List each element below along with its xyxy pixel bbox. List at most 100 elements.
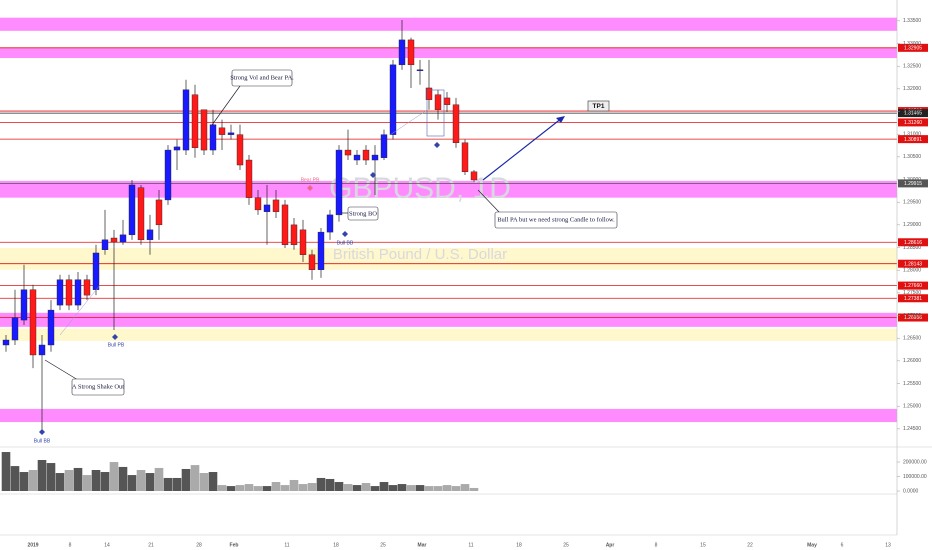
volume-bar (361, 483, 371, 491)
volume-bar (262, 486, 272, 491)
candle-body (191, 94, 199, 148)
candle-body (281, 204, 289, 246)
volume-bar (145, 473, 155, 491)
x-tick-label: 25 (380, 542, 386, 548)
y-tick-label: 1.32500 (903, 64, 921, 70)
volume-bar (379, 482, 389, 491)
x-tick-label: 11 (468, 542, 473, 548)
level-tag (898, 118, 928, 127)
y-tick-label: 1.27000 (903, 313, 921, 319)
trend-line (59, 284, 101, 336)
callout-line (211, 85, 241, 126)
v-tick-label: 100000.00 (903, 474, 927, 480)
callout-box (347, 206, 379, 221)
candle-body (452, 104, 460, 144)
level-tag (898, 238, 928, 247)
volume-bar (10, 466, 20, 491)
volume-bar (199, 473, 209, 491)
signal-marker (39, 429, 45, 435)
x-tick-label: 25 (563, 542, 569, 548)
volume-bar (388, 485, 398, 491)
candle-body (308, 254, 316, 270)
level-tag (898, 313, 928, 322)
volume-bar (280, 485, 290, 491)
volume-bar (415, 485, 425, 491)
level-label: 1.27660 (904, 283, 922, 289)
axes: 1.329051.315101.314651.312601.308911.299… (27, 18, 928, 548)
signals: Bull PB Bull BB Bear PB Bull BB (34, 142, 440, 444)
candle-body (416, 69, 424, 72)
volume-bar (460, 484, 470, 491)
volume-bar (406, 485, 416, 491)
volume-bar (307, 483, 317, 491)
soft-zone (0, 328, 897, 341)
level-tag (898, 43, 928, 52)
x-tick-label: 28 (196, 542, 202, 548)
soft-zone (0, 247, 897, 270)
watermark-sub: British Pound / U.S. Dollar (333, 246, 507, 263)
y-tick-label: 1.29500 (903, 200, 921, 206)
level-tag (898, 109, 928, 118)
y-tick-label: 1.26500 (903, 336, 921, 342)
candle-body (209, 124, 217, 151)
y-tick-label: 1.30000 (903, 177, 921, 183)
volume-bar (163, 477, 173, 491)
volume-bar (19, 472, 29, 491)
volume-bar (334, 482, 344, 491)
x-tick-label: 11 (284, 542, 289, 548)
candle-body (335, 149, 343, 216)
volume-bar (154, 467, 164, 491)
callout-box (231, 69, 293, 87)
signal-marker (370, 172, 376, 178)
candle-body (29, 289, 37, 356)
y-tick-label: 1.28000 (903, 268, 921, 274)
y-tick-label: 1.29000 (903, 222, 921, 228)
volume-bar (316, 477, 326, 491)
price-axis-bg (897, 0, 932, 550)
callout-box (494, 211, 618, 229)
x-tick-label: 22 (747, 542, 753, 548)
callout-text: Strong Vol and Bear PA. (230, 74, 294, 81)
candle-body (272, 199, 280, 212)
tp-text: TP1 (593, 103, 605, 110)
candle-body (236, 134, 244, 166)
volume-bar (244, 484, 254, 491)
candle-body (353, 154, 361, 161)
candle-body (137, 187, 145, 241)
level-label: 1.29915 (904, 181, 922, 187)
level-tag (898, 294, 928, 303)
x-tick-label: Feb (230, 542, 239, 548)
volume-bar (172, 477, 182, 491)
x-tick-label: 18 (333, 542, 339, 548)
zone (0, 408, 897, 423)
volume-bar (1, 452, 11, 491)
candles (2, 19, 478, 430)
signal-marker (434, 142, 440, 148)
callout-line (44, 359, 79, 381)
candle-body (425, 87, 433, 100)
volume-bar (190, 465, 200, 491)
level-label: 1.32905 (904, 45, 922, 51)
volume-bar (298, 484, 308, 491)
candle-body (20, 289, 28, 321)
candle-body (326, 214, 334, 233)
volume-bar (352, 485, 362, 491)
candle-body (155, 199, 163, 226)
zones (0, 17, 897, 423)
signal-marker (112, 334, 118, 340)
volume-bar (271, 482, 281, 491)
levels (0, 47, 897, 318)
y-tick-label: 1.24500 (903, 426, 921, 432)
zone (0, 180, 897, 198)
trend-line (389, 109, 428, 136)
candle-body (362, 149, 370, 161)
candle-body (92, 252, 100, 290)
candle-body (101, 239, 109, 250)
candle-body (11, 317, 19, 341)
level-label: 1.31260 (904, 120, 922, 126)
volume-bar (217, 485, 227, 491)
y-tick-label: 1.30500 (903, 154, 921, 160)
x-tick-label: Mar (418, 542, 427, 548)
